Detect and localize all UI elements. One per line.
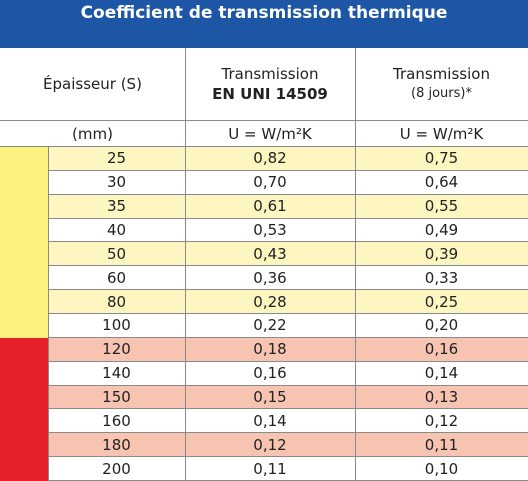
unit: U = W/m²K: [399, 124, 484, 143]
row-bg: [48, 361, 528, 386]
cell: 0,16: [253, 364, 287, 383]
cell: 100: [102, 316, 131, 335]
cell: 0,61: [253, 197, 287, 216]
column-header: Transmission EN UNI 14509: [185, 48, 355, 120]
border: [48, 313, 528, 314]
border: [48, 384, 528, 386]
row-bg: [48, 194, 528, 219]
unit: (mm): [72, 124, 113, 143]
border: [355, 48, 356, 481]
cell: 0,14: [253, 411, 287, 430]
border: [48, 456, 528, 458]
cell: 0,28: [253, 292, 287, 311]
cell: 0,14: [424, 364, 459, 383]
border: [48, 289, 528, 291]
cell: 120: [102, 340, 131, 359]
border: [48, 336, 528, 338]
cell: 0,11: [424, 435, 459, 454]
cell: 0,13: [424, 387, 459, 406]
cell: 180: [102, 435, 131, 454]
strip-yellow: [0, 147, 48, 338]
header-text: EN UNI 14509: [212, 85, 328, 103]
row-bg: [48, 147, 528, 171]
cell: 80: [106, 292, 127, 311]
border: [48, 360, 528, 362]
row-bg: [48, 385, 528, 410]
border: [48, 217, 528, 219]
cell: 60: [106, 268, 127, 287]
row-bg: [48, 170, 528, 195]
row-bg: [48, 457, 528, 481]
cell: 0,39: [424, 244, 459, 263]
border: [48, 169, 528, 171]
cell: 150: [102, 387, 131, 406]
cell: 0,70: [253, 173, 287, 192]
row-bg: [48, 218, 528, 243]
border: [0, 120, 528, 121]
cell: 0,33: [424, 268, 459, 287]
cell: 0,10: [424, 459, 459, 478]
border: [48, 432, 528, 434]
cell: 0,43: [253, 244, 287, 263]
cell: 30: [106, 173, 127, 192]
border: [48, 147, 49, 481]
cell: 0,53: [253, 220, 287, 239]
border: [48, 408, 528, 410]
border: [48, 265, 528, 267]
cell: 0,16: [424, 340, 459, 359]
header-text: Épaisseur (S): [43, 75, 142, 93]
header-text: Transmission: [393, 65, 490, 83]
border: [185, 48, 186, 481]
cell: 0,49: [424, 220, 459, 239]
cell: 140: [102, 364, 131, 383]
column-header: Transmission (8 jours)*: [355, 48, 528, 120]
row-bg: [48, 242, 528, 267]
cell: 0,12: [253, 435, 287, 454]
cell: 40: [106, 220, 127, 239]
cell: 0,55: [424, 197, 459, 216]
border: [0, 146, 528, 147]
cell: 0,12: [424, 411, 459, 430]
cell: 35: [106, 197, 127, 216]
header-text: (8 jours)*: [411, 86, 472, 101]
cell: 0,11: [253, 459, 287, 478]
border: [48, 193, 528, 195]
unit: U = W/m²K: [228, 124, 312, 143]
cell: 0,25: [424, 292, 459, 311]
cell: 50: [106, 244, 127, 263]
cell: 0,22: [253, 316, 287, 335]
cell: 160: [102, 411, 131, 430]
row-bg: [48, 314, 528, 338]
cell: 0,18: [253, 340, 287, 359]
border: [48, 241, 528, 243]
cell: 0,75: [424, 149, 459, 168]
row-bg: [48, 266, 528, 291]
row-bg: [48, 337, 528, 362]
row-bg: [48, 433, 528, 458]
cell: 0,64: [424, 173, 459, 192]
cell: 200: [102, 459, 131, 478]
cell: 0,82: [253, 149, 287, 168]
cell: 25: [106, 149, 127, 168]
strip-red: [0, 337, 48, 481]
row-bg: [48, 409, 528, 434]
column-header: Épaisseur (S): [0, 48, 185, 120]
cell: 0,36: [253, 268, 287, 287]
cell: 0,15: [253, 387, 287, 406]
cell: 0,20: [424, 316, 459, 335]
header-text: Transmission: [221, 65, 319, 83]
row-bg: [48, 290, 528, 314]
title: Coefficient de transmission thermique: [0, 0, 528, 48]
